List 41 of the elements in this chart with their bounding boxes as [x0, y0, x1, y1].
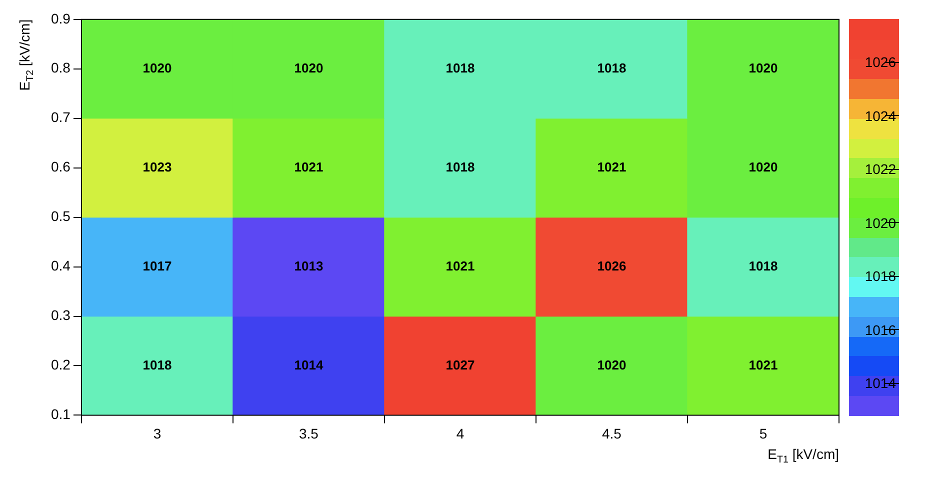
data-label: 1027 — [446, 357, 475, 372]
color-bar-label: 1020 — [864, 214, 896, 232]
data-label: 1017 — [142, 258, 172, 274]
data-label: 1021 — [597, 159, 626, 174]
data-label: 1014 — [294, 357, 324, 372]
data-label: 1021 — [446, 258, 475, 274]
y-tick-label: 0.7 — [50, 109, 71, 126]
data-label: 1020 — [142, 60, 172, 76]
y-tick-label: 0.8 — [50, 60, 71, 76]
y-tick-label: 0.2 — [50, 356, 71, 373]
data-label: 1018 — [142, 357, 172, 372]
data-label: 1018 — [446, 159, 475, 174]
data-label: 1020 — [294, 60, 324, 76]
y-tick-label: 0.1 — [50, 406, 71, 422]
data-label: 1021 — [748, 357, 778, 372]
x-tick-label: 4 — [456, 425, 464, 442]
color-bar-label: 1024 — [864, 106, 896, 125]
y-tick-label: 0.9 — [50, 10, 71, 26]
x-tick-label: 3.5 — [298, 425, 319, 442]
x-tick-label: 4.5 — [602, 425, 622, 442]
data-label: 1021 — [294, 159, 324, 174]
color-bar-label: 1014 — [864, 374, 896, 392]
data-label: 1026 — [597, 258, 626, 274]
x-tick-label: 3 — [153, 425, 162, 442]
y-tick-label: 0.3 — [50, 307, 71, 324]
x-tick-label: 5 — [759, 425, 768, 442]
data-label: 1018 — [446, 60, 475, 76]
y-tick-label: 0.4 — [50, 258, 71, 274]
data-label: 1018 — [748, 258, 778, 274]
data-label: 1023 — [142, 159, 172, 174]
color-bar-label: 1026 — [864, 53, 896, 72]
y-axis-title: ET2 [kV/cm] — [16, 19, 36, 91]
data-label: 1018 — [597, 60, 626, 76]
data-label: 1013 — [294, 258, 324, 274]
data-label: 1020 — [748, 159, 778, 174]
data-label: 1020 — [748, 60, 778, 76]
data-label: 1020 — [597, 357, 626, 372]
color-bar-label: 1018 — [864, 267, 896, 286]
y-tick-label: 0.5 — [50, 208, 71, 224]
color-bar-label: 1022 — [864, 160, 896, 178]
y-tick-label: 0.6 — [50, 158, 71, 175]
